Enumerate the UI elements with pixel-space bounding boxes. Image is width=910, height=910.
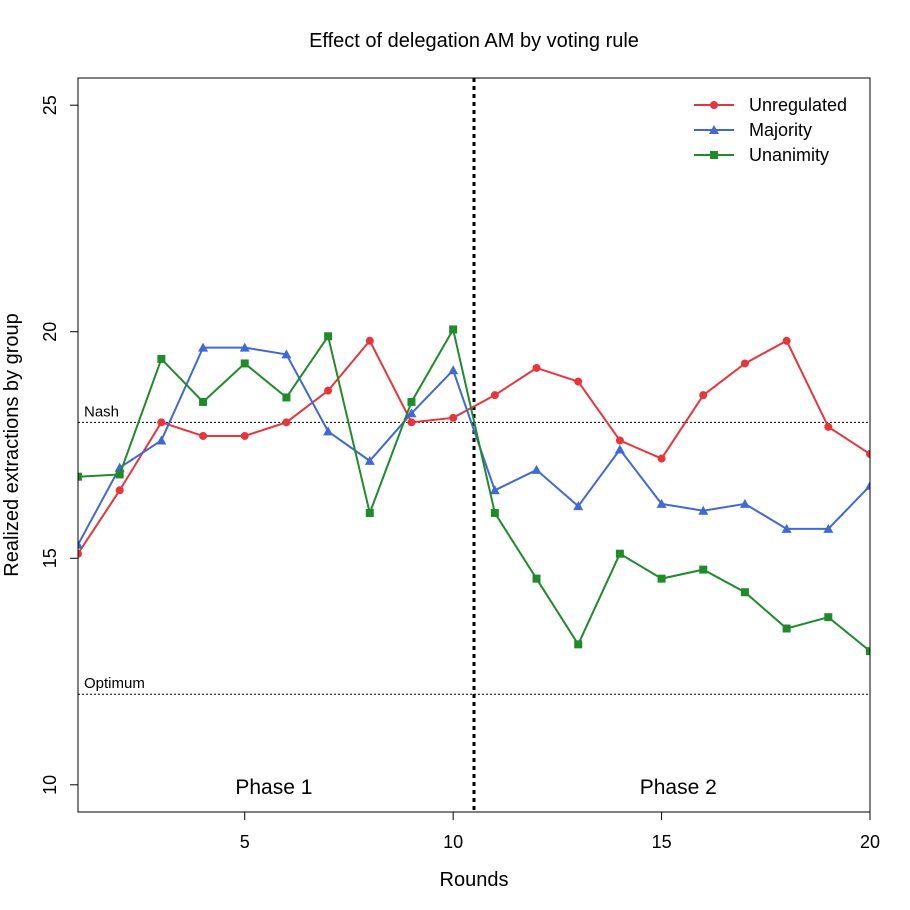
phase-label-1: Phase 1 <box>235 776 312 799</box>
legend-label-unanimity: Unanimity <box>749 145 829 165</box>
data-point-unanimity <box>240 359 249 368</box>
x-tick-label: 10 <box>443 832 463 852</box>
data-point-unanimity <box>282 393 291 402</box>
data-point-unanimity <box>824 613 833 622</box>
data-point-unregulated <box>407 418 416 427</box>
data-point-majority <box>364 455 375 465</box>
data-point-unregulated <box>740 359 749 368</box>
plot-frame <box>77 77 871 813</box>
series-line-majority <box>78 346 870 546</box>
data-point-unregulated <box>574 377 583 386</box>
data-point-majority <box>489 485 500 495</box>
data-point-majority <box>573 501 584 511</box>
legend-marker-unanimity <box>710 151 718 159</box>
x-tick-label: 20 <box>860 832 880 852</box>
data-point-majority <box>531 464 542 474</box>
y-axis-label: Realized extractions by group <box>1 313 23 576</box>
data-point-unanimity <box>699 565 708 574</box>
data-point-unregulated <box>282 418 291 427</box>
data-point-unanimity <box>324 332 333 341</box>
data-point-unanimity <box>407 397 416 406</box>
data-point-unregulated <box>782 336 791 345</box>
plot-area: Nash Optimum Phase 1 Phase 2 5 10 15 20 10 15 20 25 <box>40 77 880 852</box>
data-point-unanimity <box>532 574 541 583</box>
data-point-majority <box>198 342 209 352</box>
data-point-majority <box>239 342 250 352</box>
data-point-majority <box>698 505 709 515</box>
data-point-unregulated <box>532 363 541 372</box>
data-point-unanimity <box>866 647 870 656</box>
x-tick-label: 5 <box>240 832 250 852</box>
data-point-unanimity <box>490 508 499 517</box>
data-point-unregulated <box>199 431 208 440</box>
data-point-majority <box>865 480 870 490</box>
data-point-unregulated <box>824 422 833 431</box>
series-line-unanimity <box>78 326 870 652</box>
data-point-unanimity <box>657 574 666 583</box>
data-point-unanimity <box>199 397 208 406</box>
data-point-unregulated <box>324 386 333 395</box>
data-point-unregulated <box>866 450 870 459</box>
x-tick-label: 15 <box>652 832 672 852</box>
data-point-unregulated <box>490 391 499 400</box>
series-line-unregulated <box>78 338 870 555</box>
y-tick-label: 20 <box>40 322 60 342</box>
series-group <box>78 325 870 656</box>
data-point-majority <box>281 349 292 359</box>
data-point-unanimity <box>365 508 374 517</box>
data-point-unregulated <box>157 418 166 427</box>
data-point-unanimity <box>449 325 458 334</box>
data-point-majority <box>739 498 750 508</box>
data-point-unregulated <box>115 486 124 495</box>
data-point-unanimity <box>78 472 82 481</box>
legend-label-majority: Majority <box>749 120 812 140</box>
y-tick-label: 25 <box>40 95 60 115</box>
data-point-majority <box>406 408 417 418</box>
data-point-unanimity <box>574 640 583 649</box>
phase-label-2: Phase 2 <box>640 776 717 799</box>
legend: Unregulated Majority Unanimity <box>694 95 847 165</box>
data-point-majority <box>614 444 625 454</box>
data-point-unregulated <box>449 413 458 422</box>
data-point-unregulated <box>365 336 374 345</box>
data-point-majority <box>656 498 667 508</box>
data-point-majority <box>78 539 83 549</box>
data-point-unregulated <box>240 431 249 440</box>
legend-label-unregulated: Unregulated <box>749 95 847 115</box>
reference-label-nash: Nash <box>84 403 119 420</box>
y-tick-label: 15 <box>40 548 60 568</box>
data-point-unregulated <box>699 391 708 400</box>
legend-marker-unregulated <box>710 101 718 109</box>
reference-label-optimum: Optimum <box>84 675 145 692</box>
y-tick-label: 10 <box>40 775 60 795</box>
legend-marker-majority <box>709 125 719 134</box>
chart-title: Effect of delegation AM by voting rule <box>309 30 639 52</box>
data-point-majority <box>156 435 167 445</box>
data-point-unanimity <box>782 624 791 633</box>
x-axis-label: Rounds <box>440 869 509 891</box>
data-point-majority <box>781 523 792 533</box>
data-point-majority <box>823 523 834 533</box>
data-point-unregulated <box>657 454 666 463</box>
data-point-unregulated <box>615 436 624 445</box>
data-point-majority <box>323 426 334 436</box>
data-point-unanimity <box>615 549 624 558</box>
data-point-majority <box>448 365 459 375</box>
data-point-unregulated <box>78 549 82 558</box>
data-point-unanimity <box>157 354 166 363</box>
data-point-unanimity <box>115 470 124 479</box>
data-point-unanimity <box>740 588 749 597</box>
